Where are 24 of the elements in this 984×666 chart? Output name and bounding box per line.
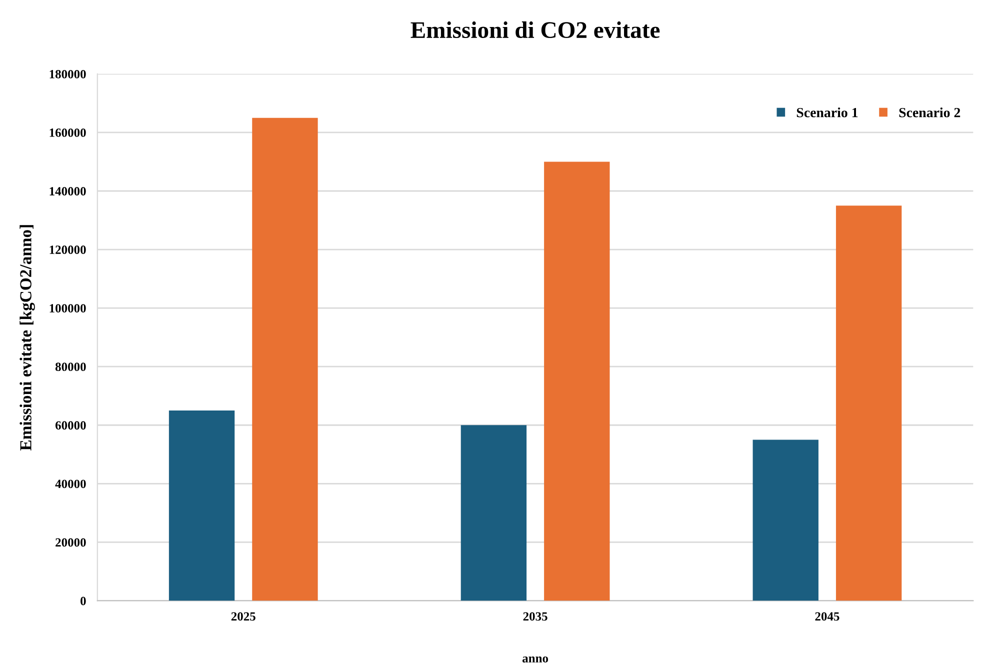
bar — [544, 162, 610, 601]
bar — [460, 425, 527, 601]
y-tick-label: 60000 — [55, 421, 86, 430]
y-tick-label: 0 — [80, 596, 86, 606]
bar — [168, 410, 235, 601]
y-tick-label: 40000 — [55, 480, 86, 488]
y-axis-title: Emissioni evitate [kgCO2/anno] — [20, 225, 35, 450]
x-axis-title: anno — [522, 656, 548, 663]
y-tick-label: 100000 — [50, 304, 86, 313]
y-tick-label: 180000 — [50, 70, 86, 78]
bar — [752, 440, 818, 601]
y-tick-label: 20000 — [56, 538, 86, 547]
bar — [836, 206, 902, 601]
legend-label: Scenario 2 — [899, 108, 960, 118]
y-tick-label: 80000 — [55, 362, 86, 372]
y-tick-label: 160000 — [50, 128, 86, 137]
y-tick-label: 140000 — [50, 187, 86, 196]
bar — [252, 118, 318, 601]
x-tick-label: 2045 — [815, 612, 840, 621]
x-tick-label: 2035 — [523, 612, 548, 621]
legend-label: Scenario 1 — [796, 108, 858, 118]
x-tick-label: 2025 — [231, 612, 256, 621]
chart-title: Emissioni di CO2 evitate — [410, 21, 660, 38]
y-tick-label: 120000 — [50, 246, 86, 254]
